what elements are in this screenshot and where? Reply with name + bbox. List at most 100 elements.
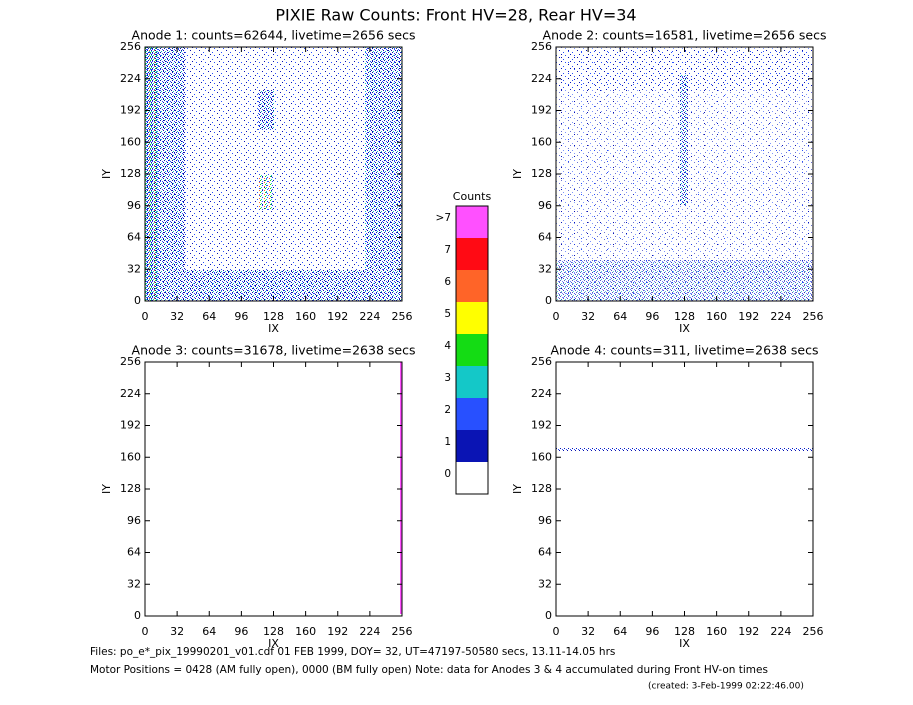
x-tick-label: 96 bbox=[234, 310, 248, 323]
y-tick-label: 256 bbox=[120, 355, 141, 368]
colorbar-box bbox=[456, 270, 488, 302]
x-tick-label: 256 bbox=[803, 625, 824, 638]
y-tick-label: 256 bbox=[531, 40, 552, 53]
y-tick-label: 192 bbox=[120, 419, 141, 432]
x-tick-label: 224 bbox=[770, 625, 791, 638]
x-tick-label: 64 bbox=[613, 310, 627, 323]
colorbar-box bbox=[456, 334, 488, 366]
colorbar-title: Counts bbox=[453, 190, 492, 203]
y-tick-label: 224 bbox=[120, 387, 141, 400]
x-tick-label: 64 bbox=[202, 310, 216, 323]
colorbar-label: 3 bbox=[444, 372, 451, 384]
y-tick-label: 224 bbox=[531, 72, 552, 85]
y-tick-label: 160 bbox=[531, 135, 552, 148]
x-tick-label: 96 bbox=[234, 625, 248, 638]
x-axis-label: IX bbox=[679, 322, 690, 335]
y-tick-label: 224 bbox=[531, 387, 552, 400]
panel-title: Anode 4: counts=311, livetime=2638 secs bbox=[550, 343, 818, 358]
colorbar-box bbox=[456, 302, 488, 334]
colorbar-box bbox=[456, 398, 488, 430]
y-tick-label: 0 bbox=[545, 294, 552, 307]
y-tick-label: 256 bbox=[531, 355, 552, 368]
figure-title: PIXIE Raw Counts: Front HV=28, Rear HV=3… bbox=[275, 6, 636, 25]
y-tick-label: 64 bbox=[127, 546, 141, 559]
y-tick-label: 96 bbox=[538, 199, 552, 212]
y-tick-label: 96 bbox=[538, 514, 552, 527]
x-tick-label: 256 bbox=[392, 625, 413, 638]
colorbar-label: 6 bbox=[444, 276, 451, 288]
colorbar-label: 0 bbox=[444, 468, 451, 480]
y-tick-label: 96 bbox=[127, 199, 141, 212]
colorbar-box bbox=[456, 206, 488, 238]
colorbar-label: 4 bbox=[444, 340, 451, 352]
y-tick-label: 128 bbox=[531, 482, 552, 495]
y-tick-label: 32 bbox=[127, 262, 141, 275]
x-tick-label: 96 bbox=[645, 625, 659, 638]
colorbar-box bbox=[456, 366, 488, 398]
x-tick-label: 32 bbox=[170, 310, 184, 323]
y-tick-label: 128 bbox=[120, 482, 141, 495]
x-tick-label: 224 bbox=[770, 310, 791, 323]
y-tick-label: 0 bbox=[545, 609, 552, 622]
y-axis-label: IY bbox=[511, 169, 524, 179]
x-axis-label: IX bbox=[679, 637, 690, 650]
y-tick-label: 96 bbox=[127, 514, 141, 527]
plot-frame bbox=[144, 361, 403, 617]
y-tick-label: 0 bbox=[134, 609, 141, 622]
x-tick-label: 160 bbox=[706, 625, 727, 638]
note: Motor Positions = 0428 (AM fully open), … bbox=[90, 664, 768, 676]
panel-title: Anode 3: counts=31678, livetime=2638 sec… bbox=[132, 343, 416, 358]
y-tick-label: 32 bbox=[538, 262, 552, 275]
y-tick-label: 128 bbox=[120, 167, 141, 180]
x-tick-label: 0 bbox=[553, 625, 560, 638]
y-tick-label: 224 bbox=[120, 72, 141, 85]
plot-frame bbox=[555, 361, 814, 617]
y-axis-label: IY bbox=[100, 484, 113, 494]
y-tick-label: 160 bbox=[120, 450, 141, 463]
x-axis-label: IX bbox=[268, 637, 279, 650]
x-tick-label: 128 bbox=[263, 310, 284, 323]
x-tick-label: 192 bbox=[327, 310, 348, 323]
colorbar-label: 2 bbox=[444, 404, 451, 416]
y-tick-label: 32 bbox=[538, 577, 552, 590]
y-tick-label: 192 bbox=[531, 419, 552, 432]
x-tick-label: 0 bbox=[553, 310, 560, 323]
note: Files: po_e*_pix_19990201_v01.cdf 01 FEB… bbox=[90, 646, 615, 658]
y-tick-label: 160 bbox=[120, 135, 141, 148]
x-tick-label: 224 bbox=[359, 310, 380, 323]
x-tick-label: 192 bbox=[327, 625, 348, 638]
panel-title: Anode 1: counts=62644, livetime=2656 sec… bbox=[132, 28, 416, 43]
y-tick-label: 256 bbox=[120, 40, 141, 53]
y-tick-label: 192 bbox=[531, 104, 552, 117]
x-tick-label: 64 bbox=[202, 625, 216, 638]
y-tick-label: 32 bbox=[127, 577, 141, 590]
note: (created: 3-Feb-1999 02:22:46.00) bbox=[648, 682, 804, 692]
panel-title: Anode 2: counts=16581, livetime=2656 sec… bbox=[543, 28, 827, 43]
x-tick-label: 96 bbox=[645, 310, 659, 323]
y-tick-label: 192 bbox=[120, 104, 141, 117]
x-tick-label: 32 bbox=[170, 625, 184, 638]
x-tick-label: 256 bbox=[803, 310, 824, 323]
x-tick-label: 0 bbox=[142, 625, 149, 638]
y-axis-label: IY bbox=[511, 484, 524, 494]
x-tick-label: 160 bbox=[706, 310, 727, 323]
x-tick-label: 256 bbox=[392, 310, 413, 323]
heatmap-texture bbox=[145, 47, 813, 614]
x-tick-label: 32 bbox=[581, 625, 595, 638]
x-tick-label: 128 bbox=[263, 625, 284, 638]
colorbar-label: 5 bbox=[444, 308, 451, 320]
y-tick-label: 128 bbox=[531, 167, 552, 180]
y-axis-label: IY bbox=[100, 169, 113, 179]
colorbar-frame bbox=[455, 205, 489, 495]
x-tick-label: 32 bbox=[581, 310, 595, 323]
x-tick-label: 192 bbox=[738, 310, 759, 323]
x-tick-label: 192 bbox=[738, 625, 759, 638]
x-tick-label: 64 bbox=[613, 625, 627, 638]
colorbar-label: 1 bbox=[444, 436, 451, 448]
colorbar-box bbox=[456, 462, 488, 494]
y-tick-label: 64 bbox=[127, 231, 141, 244]
y-tick-label: 64 bbox=[538, 231, 552, 244]
colorbar-label: 7 bbox=[444, 244, 451, 256]
